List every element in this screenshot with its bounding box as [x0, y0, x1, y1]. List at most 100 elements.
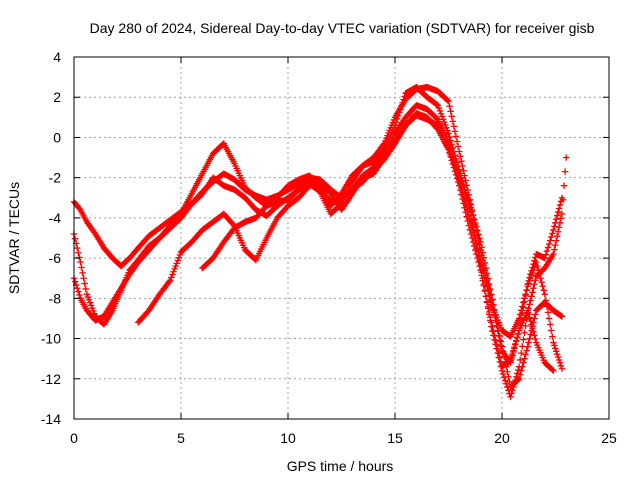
y-tick-label: 0: [53, 129, 61, 145]
data-point: [510, 347, 517, 354]
data-point: [74, 244, 81, 252]
data-point: [507, 357, 514, 364]
data-point: [553, 348, 560, 355]
data-point: [533, 258, 540, 266]
data-point: [468, 206, 476, 214]
data-point: [548, 327, 555, 334]
data-point: [557, 312, 565, 319]
data-point: [531, 315, 538, 322]
data-point: [504, 368, 511, 375]
data-point: [176, 251, 184, 259]
data-point: [434, 102, 441, 109]
data-point: [558, 194, 566, 201]
data-point: [491, 332, 498, 339]
data-point: [459, 195, 466, 203]
data-point: [497, 342, 505, 349]
data-point: [508, 390, 515, 397]
data-point: [453, 138, 461, 145]
y-tick-label: -8: [49, 290, 62, 306]
data-point: [493, 341, 500, 348]
data-point: [456, 182, 463, 189]
data-point: [549, 333, 556, 340]
data-point: [469, 238, 477, 246]
y-tick-label: 2: [53, 89, 61, 105]
y-tick-label: 4: [53, 49, 61, 65]
data-point: [525, 310, 532, 318]
data-point: [556, 359, 564, 367]
data-point: [509, 350, 516, 358]
data-point: [528, 293, 535, 300]
data-point: [442, 121, 449, 129]
data-point: [514, 334, 521, 341]
data-point: [457, 153, 464, 160]
data-point: [478, 272, 485, 279]
data-point: [482, 279, 490, 286]
data-point: [563, 154, 570, 161]
data-point: [458, 191, 465, 198]
data-series: [135, 102, 566, 372]
data-point: [474, 254, 481, 262]
data-point: [557, 215, 565, 222]
data-point: [509, 386, 516, 394]
data-point: [513, 337, 520, 344]
data-point: [461, 172, 468, 179]
data-point: [521, 329, 528, 336]
y-tick-label: -12: [41, 371, 61, 387]
data-point: [76, 254, 83, 261]
data-point: [543, 247, 551, 255]
data-point: [557, 362, 565, 370]
data-point: [543, 303, 551, 310]
data-point: [534, 262, 541, 270]
data-point: [447, 108, 454, 115]
data-point: [433, 101, 440, 108]
data-point: [445, 146, 452, 153]
data-point: [556, 201, 564, 209]
data-point: [472, 221, 479, 229]
data-point: [500, 374, 508, 381]
data-point: [454, 143, 462, 150]
data-point: [82, 285, 89, 293]
data-point: [71, 278, 79, 285]
data-point: [521, 355, 528, 362]
data-point: [74, 285, 81, 292]
data-point: [520, 359, 527, 366]
data-point: [561, 168, 569, 175]
data-point: [461, 204, 468, 212]
data-point: [445, 130, 452, 137]
data-point: [463, 213, 470, 220]
data-point: [553, 237, 560, 244]
data-point: [558, 313, 566, 320]
data-point: [449, 160, 456, 168]
data-point: [513, 373, 520, 380]
data-point: [171, 265, 178, 273]
data-point: [504, 383, 511, 391]
data-point: [518, 349, 525, 357]
data-point: [538, 279, 545, 286]
data-point: [514, 330, 522, 338]
data-point: [476, 262, 483, 270]
data-point: [518, 307, 525, 314]
x-tick-label: 5: [177, 430, 185, 446]
data-point: [551, 342, 558, 349]
data-point: [450, 123, 458, 130]
data-point: [528, 321, 535, 328]
data-point: [76, 205, 83, 212]
data-point: [557, 198, 565, 205]
data-point: [436, 107, 444, 115]
y-tick-label: -10: [41, 331, 61, 347]
data-point: [553, 216, 560, 223]
data-point: [520, 336, 527, 343]
data-point: [526, 314, 533, 321]
data-point: [523, 347, 530, 354]
data-point: [445, 98, 452, 105]
data-point: [497, 359, 505, 366]
plot-frame: [73, 56, 610, 420]
data-point: [506, 358, 513, 365]
data-point: [463, 182, 470, 189]
data-point: [71, 235, 79, 242]
data-point: [75, 288, 82, 295]
data-point: [174, 257, 181, 264]
data-point: [447, 153, 454, 160]
data-point: [552, 345, 559, 352]
data-point: [507, 393, 514, 401]
